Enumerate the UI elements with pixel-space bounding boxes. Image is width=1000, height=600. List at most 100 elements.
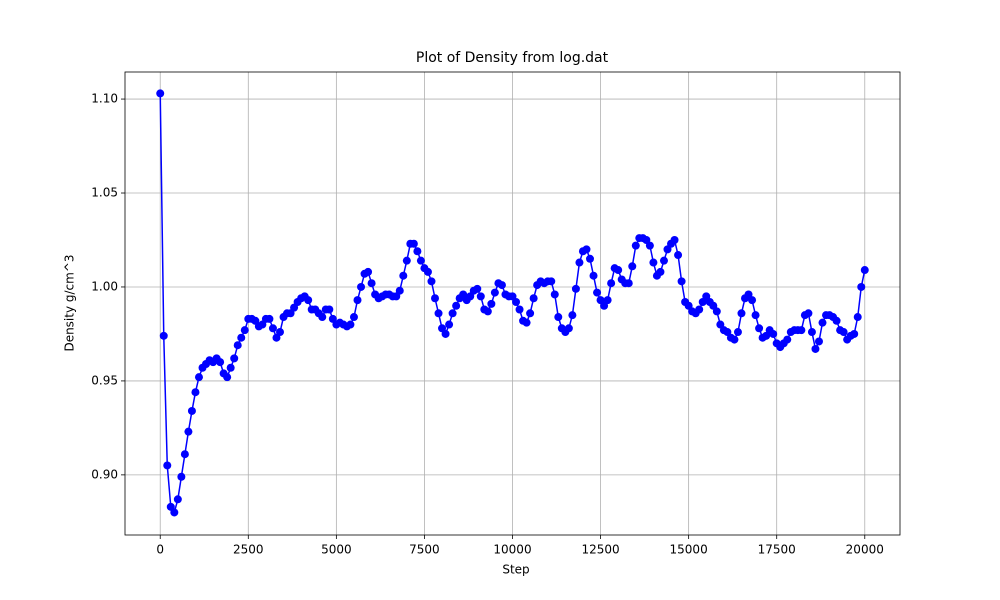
data-point bbox=[483, 307, 492, 316]
data-point bbox=[860, 266, 869, 275]
data-point bbox=[677, 277, 686, 286]
data-point bbox=[797, 326, 806, 335]
y-tick-label: 1.00 bbox=[91, 279, 118, 293]
data-point bbox=[564, 324, 573, 333]
data-point bbox=[593, 288, 602, 297]
x-tick-label: 7500 bbox=[409, 543, 440, 557]
data-point bbox=[194, 373, 203, 382]
data-point bbox=[268, 324, 277, 333]
y-tick-label: 1.05 bbox=[91, 186, 118, 200]
data-point bbox=[659, 256, 668, 265]
data-point bbox=[434, 309, 443, 318]
data-point bbox=[737, 309, 746, 318]
data-point bbox=[554, 313, 563, 322]
data-point bbox=[318, 313, 327, 322]
data-point bbox=[173, 495, 182, 504]
data-point bbox=[571, 284, 580, 293]
x-tick-label: 17500 bbox=[758, 543, 796, 557]
data-point bbox=[814, 337, 823, 346]
data-point bbox=[783, 335, 792, 344]
data-point bbox=[159, 331, 168, 340]
data-point bbox=[582, 245, 591, 254]
data-point bbox=[550, 290, 559, 299]
data-point bbox=[184, 427, 193, 436]
data-point bbox=[529, 294, 538, 303]
data-point bbox=[751, 311, 760, 320]
data-point bbox=[304, 296, 313, 305]
data-point bbox=[191, 388, 200, 397]
data-point bbox=[423, 267, 432, 276]
data-point bbox=[589, 271, 598, 280]
data-point bbox=[603, 296, 612, 305]
data-point bbox=[409, 239, 418, 248]
data-point bbox=[607, 279, 616, 288]
data-point bbox=[364, 267, 373, 276]
data-point bbox=[367, 279, 376, 288]
data-point bbox=[240, 326, 249, 335]
data-point bbox=[216, 358, 225, 367]
y-tick-label: 0.95 bbox=[91, 373, 118, 387]
y-tick-label: 1.10 bbox=[91, 92, 118, 106]
data-point bbox=[402, 256, 411, 265]
data-point bbox=[233, 341, 242, 350]
data-point bbox=[733, 328, 742, 337]
data-point bbox=[473, 284, 482, 293]
data-point bbox=[832, 316, 841, 325]
data-point bbox=[649, 258, 658, 267]
data-point bbox=[445, 320, 454, 329]
data-point bbox=[349, 313, 358, 322]
data-point bbox=[526, 309, 535, 318]
data-point bbox=[413, 247, 422, 256]
data-point bbox=[265, 314, 274, 323]
data-point bbox=[818, 318, 827, 327]
data-point bbox=[628, 262, 637, 271]
data-point bbox=[755, 324, 764, 333]
data-point bbox=[631, 241, 640, 250]
data-point bbox=[395, 286, 404, 295]
x-tick-label: 5000 bbox=[321, 543, 352, 557]
data-point bbox=[163, 461, 172, 470]
data-point bbox=[180, 450, 189, 459]
data-point bbox=[695, 305, 704, 314]
data-point bbox=[237, 333, 246, 342]
data-point bbox=[399, 271, 408, 280]
y-tick-label: 0.90 bbox=[91, 467, 118, 481]
data-point bbox=[431, 294, 439, 303]
data-point bbox=[515, 305, 524, 314]
data-point bbox=[857, 282, 866, 291]
data-point bbox=[586, 254, 594, 263]
data-point bbox=[325, 305, 334, 314]
x-tick-label: 12500 bbox=[581, 543, 619, 557]
data-point bbox=[177, 472, 186, 481]
data-point bbox=[568, 311, 577, 320]
data-point bbox=[452, 301, 461, 310]
data-point bbox=[226, 363, 235, 372]
x-tick-label: 10000 bbox=[493, 543, 531, 557]
data-point bbox=[346, 320, 355, 329]
data-point bbox=[850, 329, 859, 338]
data-point bbox=[656, 267, 665, 276]
data-point bbox=[353, 296, 362, 305]
data-point bbox=[441, 329, 450, 338]
data-point bbox=[839, 328, 848, 337]
chart-title: Plot of Density from log.dat bbox=[416, 50, 609, 66]
x-axis-label: Step bbox=[502, 563, 529, 577]
data-point bbox=[575, 258, 584, 267]
data-point bbox=[512, 297, 521, 306]
data-point bbox=[522, 318, 531, 327]
y-axis-label: Density g/cm^3 bbox=[63, 254, 77, 351]
data-point bbox=[476, 292, 485, 301]
data-point bbox=[730, 335, 739, 344]
data-point bbox=[427, 277, 436, 286]
data-point bbox=[487, 299, 496, 308]
data-point bbox=[448, 309, 457, 318]
data-point bbox=[645, 241, 654, 250]
data-point bbox=[804, 309, 813, 318]
data-point bbox=[416, 256, 425, 265]
data-point bbox=[170, 508, 179, 517]
data-point bbox=[670, 235, 679, 244]
x-tick-label: 15000 bbox=[670, 543, 708, 557]
data-point bbox=[712, 307, 721, 316]
data-point bbox=[811, 344, 820, 353]
